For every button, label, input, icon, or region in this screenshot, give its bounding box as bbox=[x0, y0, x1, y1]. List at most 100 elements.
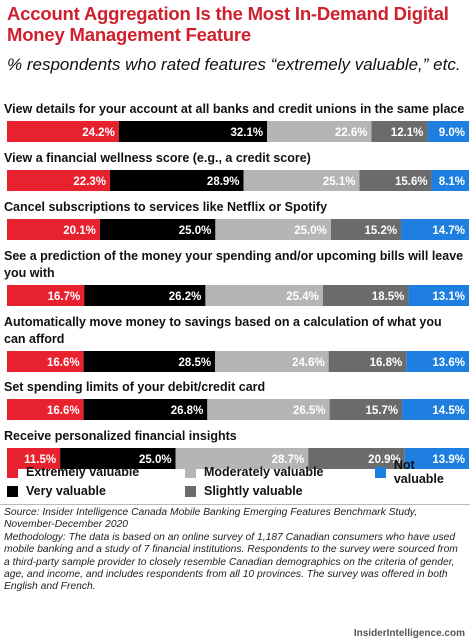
legend-item-very: Very valuable bbox=[7, 483, 106, 499]
data-label: 25.1% bbox=[323, 176, 356, 188]
data-label: 9.0% bbox=[439, 127, 465, 139]
category-label: Cancel subscriptions to services like Ne… bbox=[4, 200, 327, 214]
data-label: 20.9% bbox=[368, 454, 401, 466]
legend-swatch-extremely bbox=[7, 466, 18, 478]
bar-segment-extremely bbox=[7, 219, 100, 240]
legend-swatch-very bbox=[7, 485, 18, 497]
legend-swatch-not bbox=[375, 466, 386, 478]
brand-logo-text: InsiderIntelligence.com bbox=[353, 628, 465, 639]
legend-label-slightly: Slightly valuable bbox=[204, 484, 303, 498]
legend-swatch-moderately bbox=[185, 466, 196, 478]
bar-segment-moderately bbox=[215, 351, 329, 372]
data-label: 8.1% bbox=[439, 176, 465, 188]
bar-segment-extremely bbox=[7, 170, 111, 191]
legend-label-not: Not valuable bbox=[393, 458, 444, 486]
data-label: 16.6% bbox=[47, 357, 80, 369]
bar-segment-very bbox=[83, 399, 208, 420]
category-label: Receive personalized financial insights bbox=[4, 429, 237, 443]
legend-item-moderately: Moderately valuable bbox=[185, 464, 324, 480]
data-label: 16.6% bbox=[47, 405, 80, 417]
data-label: 15.7% bbox=[365, 405, 398, 417]
bar-segment-slightly bbox=[330, 219, 402, 240]
chart-title: Account Aggregation Is the Most In-Deman… bbox=[7, 3, 449, 45]
legend: Extremely valuable Very valuable Moderat… bbox=[7, 458, 467, 501]
data-label: 28.9% bbox=[207, 176, 240, 188]
category-label: you with bbox=[4, 266, 55, 280]
data-label: 22.6% bbox=[335, 127, 368, 139]
bar-segment-slightly bbox=[328, 351, 407, 372]
data-label: 13.1% bbox=[432, 291, 465, 303]
bar-segment-very bbox=[60, 448, 176, 469]
data-label: 14.5% bbox=[432, 405, 465, 417]
bar-segment-slightly bbox=[308, 448, 405, 469]
source-notes: Source: Insider Intelligence Canada Mobi… bbox=[4, 507, 466, 594]
bar-segment-extremely bbox=[7, 399, 84, 420]
bar-segment-slightly bbox=[359, 170, 432, 191]
category-label: View a financial wellness score (e.g., a… bbox=[4, 151, 311, 165]
bar-segment-extremely bbox=[7, 351, 84, 372]
data-label: 25.0% bbox=[179, 225, 212, 237]
bar-segment-extremely bbox=[7, 285, 85, 306]
bar-segment-not bbox=[427, 121, 469, 142]
bar-segment-moderately bbox=[243, 170, 360, 191]
bar-segment-slightly bbox=[322, 285, 409, 306]
category-label: See a prediction of the money your spend… bbox=[4, 249, 463, 263]
data-label: 14.7% bbox=[432, 225, 465, 237]
bar-segment-moderately bbox=[267, 121, 372, 142]
data-label: 16.7% bbox=[48, 291, 81, 303]
category-label: can afford bbox=[4, 332, 64, 346]
legend-item-extremely: Extremely valuable bbox=[7, 464, 139, 480]
data-label: 26.5% bbox=[293, 405, 326, 417]
legend-label-very: Very valuable bbox=[26, 484, 106, 498]
bar-segment-extremely bbox=[7, 121, 119, 142]
data-label: 25.0% bbox=[139, 454, 172, 466]
bar-segment-extremely bbox=[7, 448, 61, 469]
bar-segment-very bbox=[110, 170, 244, 191]
legend-item-not: Not valuable bbox=[375, 458, 467, 486]
legend-label-moderately: Moderately valuable bbox=[204, 465, 324, 479]
data-label: 24.2% bbox=[82, 127, 115, 139]
data-label: 15.2% bbox=[364, 225, 397, 237]
bar-segment-moderately bbox=[207, 399, 330, 420]
bar-segment-not bbox=[404, 448, 469, 469]
data-label: 13.9% bbox=[432, 454, 465, 466]
bar-segment-very bbox=[83, 351, 216, 372]
data-label: 12.1% bbox=[391, 127, 424, 139]
data-label: 20.1% bbox=[63, 225, 96, 237]
bar-segment-very bbox=[99, 219, 216, 240]
data-label: 25.4% bbox=[286, 291, 319, 303]
data-label: 11.5% bbox=[24, 454, 56, 466]
legend-item-slightly: Slightly valuable bbox=[185, 483, 303, 499]
legend-label-extremely: Extremely valuable bbox=[26, 465, 140, 479]
chart-subtitle: % respondents who rated features “extrem… bbox=[7, 55, 461, 74]
bar-segment-not bbox=[402, 399, 469, 420]
bar-segment-slightly bbox=[371, 121, 428, 142]
bar-segment-not bbox=[401, 219, 469, 240]
bar-segment-very bbox=[118, 121, 268, 142]
data-label: 18.5% bbox=[372, 291, 405, 303]
bar-segment-not bbox=[408, 285, 469, 306]
data-label: 26.2% bbox=[169, 291, 202, 303]
methodology-text: Methodology: The data is based on an onl… bbox=[4, 531, 458, 593]
bar-segment-moderately bbox=[215, 219, 331, 240]
bar-segment-not bbox=[406, 351, 469, 372]
data-label: 16.8% bbox=[370, 357, 403, 369]
source-text: Source: Insider Intelligence Canada Mobi… bbox=[4, 507, 418, 531]
category-label: Automatically move money to savings base… bbox=[4, 315, 442, 329]
data-label: 28.7% bbox=[272, 454, 305, 466]
stacked-bar-chart: View details for your account at all ban… bbox=[0, 98, 470, 480]
bar-segment-not bbox=[431, 170, 469, 191]
bar-segment-moderately bbox=[205, 285, 323, 306]
data-label: 25.0% bbox=[294, 225, 327, 237]
data-label: 28.5% bbox=[179, 357, 212, 369]
data-label: 32.1% bbox=[230, 127, 263, 139]
data-label: 22.3% bbox=[73, 176, 106, 188]
data-label: 13.6% bbox=[432, 357, 465, 369]
category-label: Set spending limits of your debit/credit… bbox=[4, 380, 265, 394]
legend-swatch-slightly bbox=[185, 485, 196, 497]
data-label: 24.6% bbox=[292, 357, 325, 369]
chart-svg: View details for your account at all ban… bbox=[4, 102, 469, 469]
source-divider bbox=[0, 504, 470, 505]
data-label: 15.6% bbox=[395, 176, 428, 188]
bar-segment-moderately bbox=[175, 448, 309, 469]
